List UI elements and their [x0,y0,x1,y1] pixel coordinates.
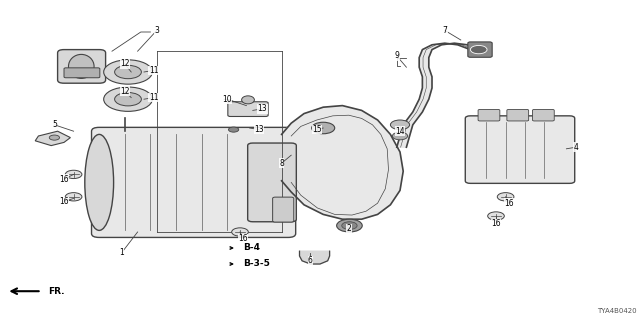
FancyBboxPatch shape [465,116,575,183]
Text: 16: 16 [238,234,248,243]
Text: 7: 7 [442,26,447,35]
Ellipse shape [242,96,255,104]
Text: 16: 16 [59,197,69,206]
Text: 2: 2 [346,224,351,233]
FancyBboxPatch shape [58,50,106,83]
Text: 16: 16 [504,199,514,208]
Text: 14: 14 [395,127,405,136]
Text: 13: 13 [254,125,264,134]
Text: 8: 8 [279,159,284,168]
Text: 16: 16 [491,220,501,228]
Text: FR.: FR. [48,287,65,296]
Text: 11: 11 [149,66,158,75]
FancyBboxPatch shape [92,127,296,237]
FancyBboxPatch shape [64,68,100,78]
Polygon shape [35,131,70,146]
FancyBboxPatch shape [507,109,529,121]
Circle shape [337,219,362,232]
Text: 15: 15 [312,125,322,134]
Circle shape [228,127,239,132]
Text: 13: 13 [257,104,268,113]
Polygon shape [300,251,330,264]
Circle shape [104,60,152,84]
FancyBboxPatch shape [273,197,294,222]
Text: 9: 9 [394,52,399,60]
Text: B-4: B-4 [243,244,260,252]
FancyBboxPatch shape [248,143,296,222]
Circle shape [392,132,408,140]
Circle shape [104,87,152,111]
FancyBboxPatch shape [532,109,554,121]
Circle shape [312,122,335,134]
Circle shape [342,222,357,229]
Text: B-3-5: B-3-5 [243,260,270,268]
Ellipse shape [85,134,114,230]
Circle shape [232,228,248,236]
Text: 4: 4 [573,143,579,152]
Text: 12: 12 [120,60,129,68]
Text: 5: 5 [52,120,57,129]
Text: 6: 6 [308,256,313,265]
Text: 16: 16 [59,175,69,184]
Circle shape [115,92,141,106]
Text: 3: 3 [154,26,159,35]
Polygon shape [282,106,403,219]
Circle shape [115,65,141,79]
Circle shape [65,170,82,179]
Text: TYA4B0420: TYA4B0420 [597,308,637,314]
Circle shape [65,193,82,201]
Circle shape [488,212,504,220]
Circle shape [470,45,487,54]
FancyBboxPatch shape [228,102,268,116]
Text: 1: 1 [119,248,124,257]
Circle shape [390,120,410,130]
Circle shape [49,135,60,140]
Text: 12: 12 [120,87,129,96]
Text: 11: 11 [149,93,158,102]
Ellipse shape [68,54,94,78]
Polygon shape [397,43,486,147]
Circle shape [497,193,514,201]
FancyBboxPatch shape [478,109,500,121]
FancyBboxPatch shape [468,42,492,57]
Text: 10: 10 [222,95,232,104]
